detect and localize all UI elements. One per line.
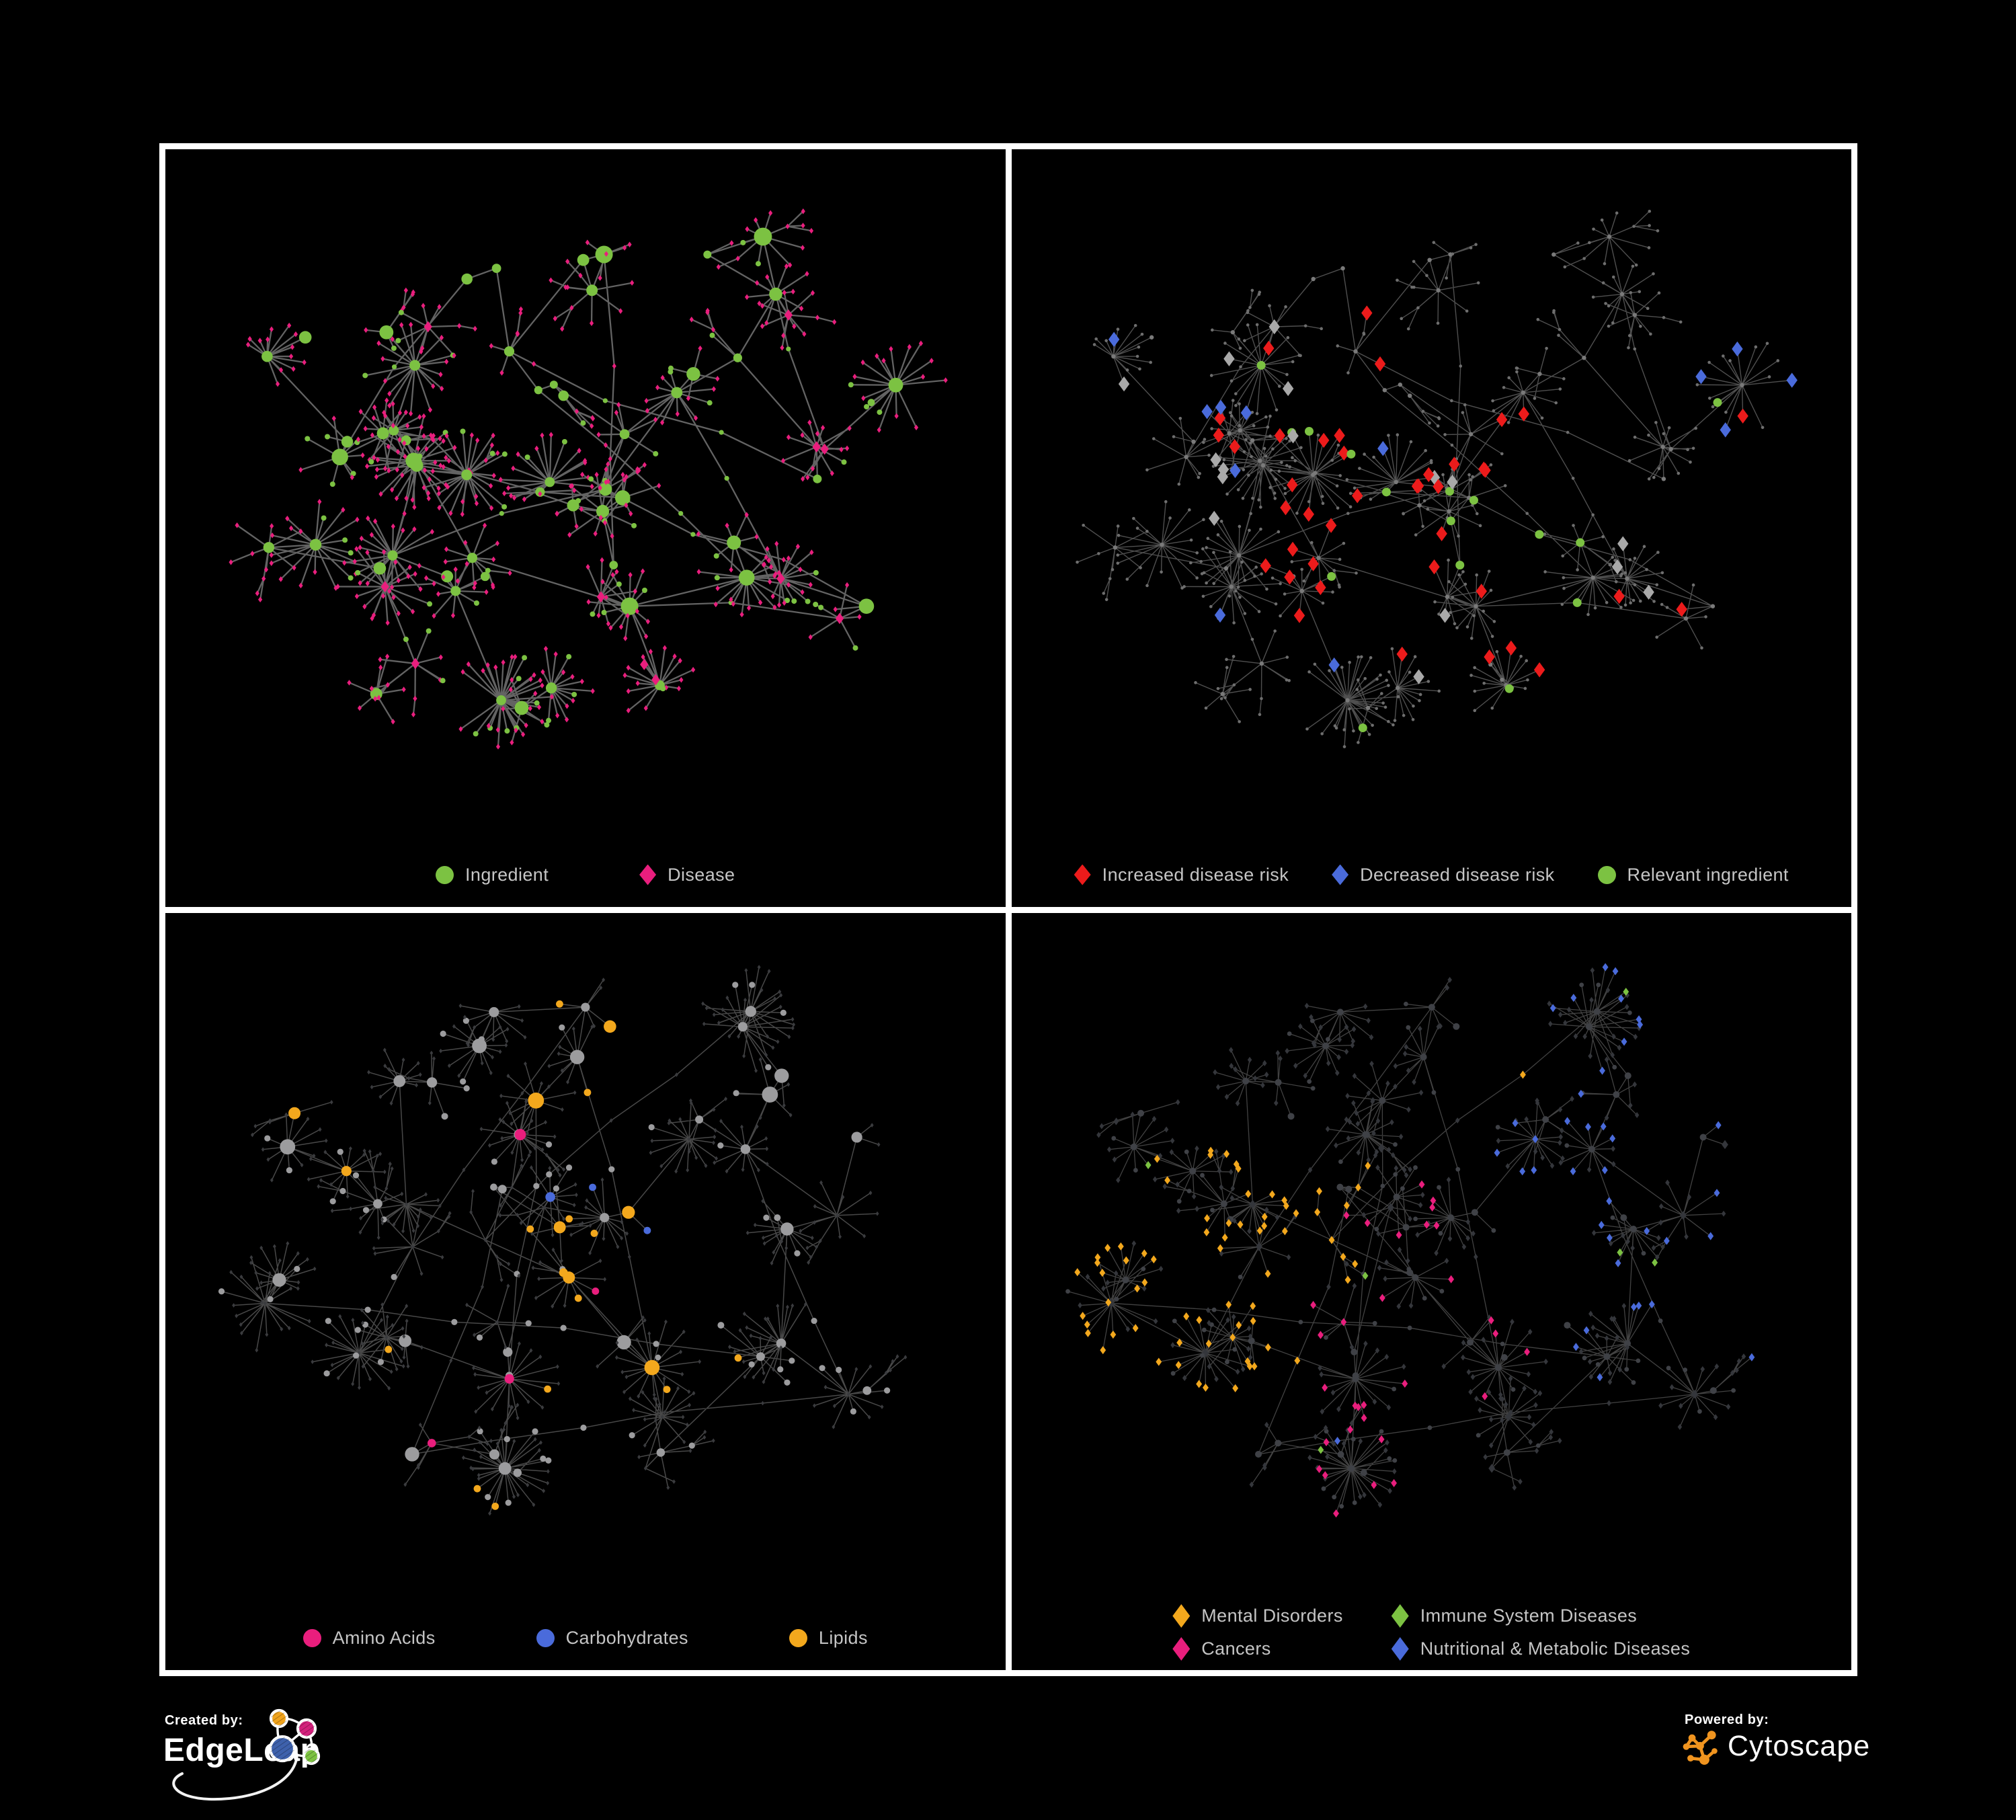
legend-label: Carbohydrates [565,1628,688,1648]
diamond-marker-icon [1172,1637,1191,1661]
legend-item: Carbohydrates [536,1628,688,1649]
legend: Increased disease risk Decreased disease… [1012,864,1852,885]
legend: Mental Disorders Immune System Diseases … [1172,1604,1690,1661]
disease-class-network-graph [1065,963,1755,1517]
panel-nutrient-class: Amino Acids Carbohydrates Lipids [165,912,1006,1670]
legend-label: Cancers [1201,1638,1271,1659]
panel-ingredient-disease: Ingredient Disease [165,149,1006,907]
legend-label: Disease [668,864,735,885]
edgeleap-logo-icon [172,1708,321,1801]
diamond-marker-icon [1332,864,1349,885]
legend: Ingredient Disease [165,864,1006,885]
legend-label: Amino Acids [332,1628,436,1648]
panel-disease-class: Mental Disorders Immune System Diseases … [1011,912,1851,1670]
legend-label: Nutritional & Metabolic Diseases [1420,1638,1691,1659]
diamond-marker-icon [639,864,657,885]
legend-label: Ingredient [465,864,549,885]
legend-item: Nutritional & Metabolic Diseases [1391,1637,1691,1661]
ingredient-disease-network-graph [229,208,948,750]
legend-label: Relevant ingredient [1627,864,1789,885]
cytoscape-logo-icon [1683,1731,1718,1765]
legend-item: Relevant ingredient [1597,864,1789,885]
legend-item: Ingredient [436,865,549,885]
legend-item: Disease [639,864,735,885]
disease-risk-network-graph [1075,209,1798,748]
diamond-marker-icon [1074,864,1091,885]
legend: Amino Acids Carbohydrates Lipids [165,1628,1006,1649]
legend-item: Immune System Diseases [1391,1604,1690,1628]
created-by-label: Created by: [165,1713,243,1728]
cytoscape-credit: Powered by: Cytoscape [1682,1711,1904,1778]
legend-item: Mental Disorders [1172,1604,1342,1628]
legend-label: Immune System Diseases [1420,1606,1638,1626]
legend-label: Mental Disorders [1201,1606,1343,1626]
legend-label: Lipids [818,1628,868,1648]
diamond-marker-icon [1172,1604,1191,1628]
legend-item: Cancers [1172,1637,1342,1661]
circle-marker-icon [436,865,454,884]
cytoscape-wordmark: Cytoscape [1728,1730,1871,1762]
powered-by-label: Powered by: [1685,1712,1769,1727]
circle-marker-icon [303,1629,321,1647]
legend-item: Lipids [789,1628,868,1649]
legend-item: Decreased disease risk [1332,864,1555,885]
nutrient-class-network-graph [218,964,908,1515]
circle-marker-icon [789,1629,807,1647]
legend-item: Increased disease risk [1074,864,1289,885]
figure-board: Ingredient Disease Increased disease ris… [159,143,1857,1676]
legend-item: Amino Acids [303,1628,436,1649]
diamond-marker-icon [1391,1604,1409,1628]
edgeleap-credit: Created by: EdgeLeap [159,1706,448,1817]
circle-marker-icon [1597,865,1616,884]
diamond-marker-icon [1391,1637,1409,1661]
legend-label: Increased disease risk [1102,864,1289,885]
panel-disease-risk: Increased disease risk Decreased disease… [1011,149,1852,907]
legend-label: Decreased disease risk [1360,864,1555,885]
circle-marker-icon [536,1629,555,1647]
